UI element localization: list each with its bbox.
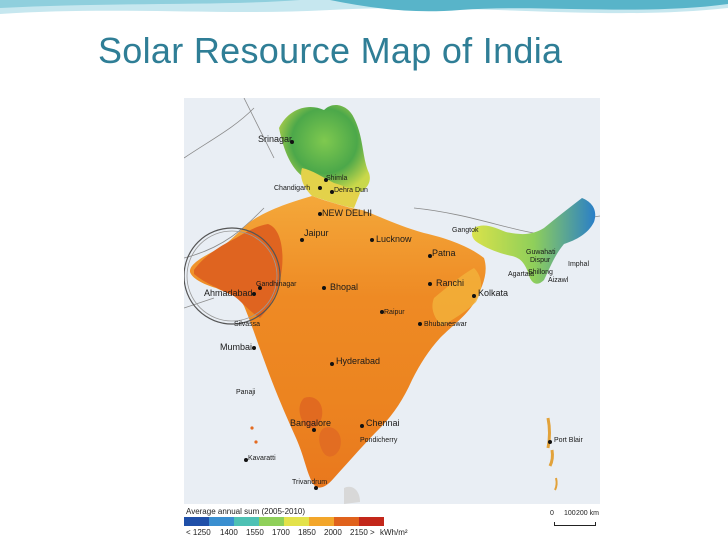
city-label-pondicherry: Pondicherry (360, 437, 398, 444)
city-label-jaipur: Jaipur (304, 228, 329, 238)
city-label-bhopal: Bhopal (330, 282, 359, 292)
city-label-trivandrum: Trivandrum (292, 479, 328, 486)
city-label-bhubaneswar: Bhubaneswar (424, 321, 467, 328)
legend-title: Average annual sum (2005-2010) (186, 507, 306, 516)
city-label-patna: Patna (432, 248, 456, 258)
city-label-gangtok: Gangtok (452, 227, 479, 234)
city-dot (322, 286, 326, 290)
slide-title: Solar Resource Map of India (98, 30, 563, 71)
city-dot (330, 362, 334, 366)
legend-swatch (359, 517, 384, 526)
scale-tick: 200 km (576, 510, 599, 517)
region-tamil-hotspot (319, 427, 341, 457)
city-dot (418, 322, 422, 326)
city-dot (318, 212, 322, 216)
city-dot (252, 346, 256, 350)
city-label-chennai: Chennai (366, 418, 400, 428)
city-label-bangalore: Bangalore (290, 418, 332, 428)
city-dot (252, 292, 256, 296)
legend-label: 1700 (272, 528, 290, 537)
highlight-circle-gujarat (184, 227, 281, 325)
legend-label: 1550 (246, 528, 264, 537)
city-label-dispur: Dispur (530, 257, 551, 264)
city-label-lucknow: Lucknow (376, 234, 412, 244)
city-label-aizawl: Aizawl (548, 277, 569, 284)
city-label-gandhinagar: Gandhinagar (256, 281, 297, 288)
city-dot (244, 458, 248, 462)
city-dot (380, 310, 384, 314)
city-label-agartala: Agartala (508, 271, 535, 278)
city-label-shillong: Shillong (528, 269, 553, 276)
solar-resource-map: Srinagar Shimla Chandigarh Dehra Dun NEW… (184, 98, 600, 542)
city-label-dehradun: Dehra Dun (334, 187, 368, 194)
city-label-hyderabad: Hyderabad (336, 356, 381, 366)
andaman-islands (546, 417, 554, 467)
legend-label: < 1250 (186, 528, 211, 537)
legend-label: 2150 > (350, 528, 375, 537)
city-dot (330, 190, 334, 194)
neighbour-borders (184, 98, 600, 309)
city-label-shimla: Shimla (326, 175, 348, 182)
legend-swatch (334, 517, 359, 526)
city-label-imphal: Imphal (568, 261, 590, 268)
city-dot (300, 238, 304, 242)
legend-swatch (184, 517, 209, 526)
city-dot (318, 186, 322, 190)
region-punjab (301, 168, 360, 208)
city-dot (314, 486, 318, 490)
city-label-ahmadabad: Ahmadabad (204, 288, 253, 298)
region-south-hotspot (299, 396, 323, 429)
city-label-guwahati: Guwahati (526, 249, 556, 256)
scale-tick: 100 (564, 510, 576, 517)
legend-unit: kWh/m² (380, 528, 408, 537)
city-label-ranchi: Ranchi (436, 278, 465, 288)
region-north-east (472, 198, 596, 284)
city-dot (290, 140, 294, 144)
city-dot (428, 282, 432, 286)
region-gujarat-hotspot (194, 224, 283, 318)
city-label-mumbai: Mumbai (220, 342, 253, 352)
legend-label: 1850 (298, 528, 316, 537)
scale-bar (554, 522, 596, 526)
city-label-kavaratti: Kavaratti (248, 455, 276, 462)
city-label-silvassa: Silvassa (234, 321, 261, 328)
header-wave-decoration (0, 0, 728, 14)
legend-swatch (259, 517, 284, 526)
city-dot (312, 428, 316, 432)
legend-swatch (309, 517, 334, 526)
city-dot (428, 254, 432, 258)
highlight-circle-inner (186, 230, 278, 322)
city-dot (258, 286, 262, 290)
city-dot (472, 294, 476, 298)
legend-label: 1400 (220, 528, 238, 537)
city-label-chandigarh: Chandigarh (274, 185, 311, 192)
city-dot (370, 238, 374, 242)
legend-swatch (209, 517, 234, 526)
city-label-new-delhi: NEW DELHI (322, 208, 373, 218)
city-label-port-blair: Port Blair (554, 437, 583, 444)
legend-swatch (234, 517, 259, 526)
legend-swatch (284, 517, 309, 526)
lakshadweep-1 (250, 426, 254, 430)
india-map-graphic (184, 98, 600, 504)
legend-label: 2000 (324, 528, 342, 537)
sri-lanka (344, 486, 360, 504)
lakshadweep-2 (254, 440, 258, 444)
map-legend: Average annual sum (2005-2010) < 1250 14… (184, 504, 600, 542)
city-dot (360, 424, 364, 428)
scale-tick: 0 (550, 510, 554, 517)
city-label-raipur: Raipur (384, 309, 405, 316)
city-label-panaji: Panaji (236, 389, 256, 396)
city-label-srinagar: Srinagar (258, 134, 293, 144)
region-east-coast (432, 268, 482, 326)
nicobar-islands (554, 477, 558, 491)
city-dot (548, 440, 552, 444)
city-dot (324, 178, 328, 182)
city-label-kolkata: Kolkata (478, 288, 509, 298)
